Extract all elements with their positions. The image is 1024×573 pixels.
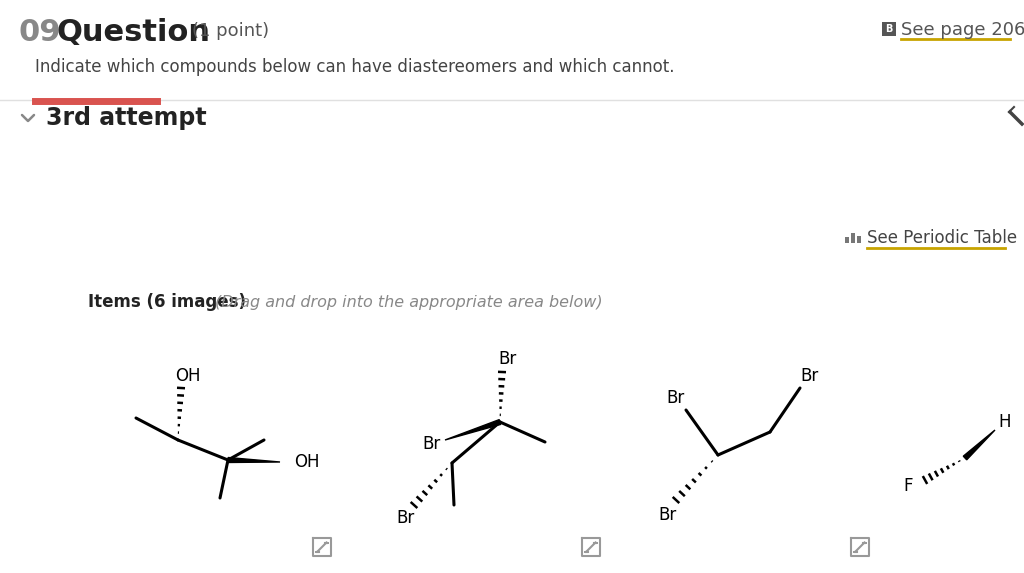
Text: Br: Br xyxy=(423,435,441,453)
Text: See Periodic Table: See Periodic Table xyxy=(867,229,1017,247)
Text: Br: Br xyxy=(667,389,685,407)
Text: See page 206: See page 206 xyxy=(901,21,1024,39)
Text: Br: Br xyxy=(801,367,819,385)
Text: H: H xyxy=(998,413,1012,431)
Polygon shape xyxy=(445,419,501,440)
Text: Items (6 images): Items (6 images) xyxy=(88,293,246,311)
Text: OH: OH xyxy=(294,453,319,471)
Text: Indicate which compounds below can have diastereomers and which cannot.: Indicate which compounds below can have … xyxy=(35,58,675,76)
Text: (1 point): (1 point) xyxy=(193,22,269,40)
Polygon shape xyxy=(228,457,280,462)
Text: 3rd attempt: 3rd attempt xyxy=(46,106,207,130)
Polygon shape xyxy=(964,430,995,460)
Text: Question: Question xyxy=(56,18,210,47)
FancyBboxPatch shape xyxy=(882,22,896,36)
Bar xyxy=(857,236,861,243)
Bar xyxy=(851,233,855,243)
Text: Br: Br xyxy=(658,506,677,524)
Text: (Drag and drop into the appropriate area below): (Drag and drop into the appropriate area… xyxy=(215,295,603,309)
Text: OH: OH xyxy=(175,367,201,385)
Text: Br: Br xyxy=(498,350,516,368)
Text: B: B xyxy=(886,24,893,34)
Text: F: F xyxy=(903,477,913,495)
Text: 09: 09 xyxy=(18,18,60,47)
Bar xyxy=(845,237,849,243)
Text: Br: Br xyxy=(397,509,415,527)
